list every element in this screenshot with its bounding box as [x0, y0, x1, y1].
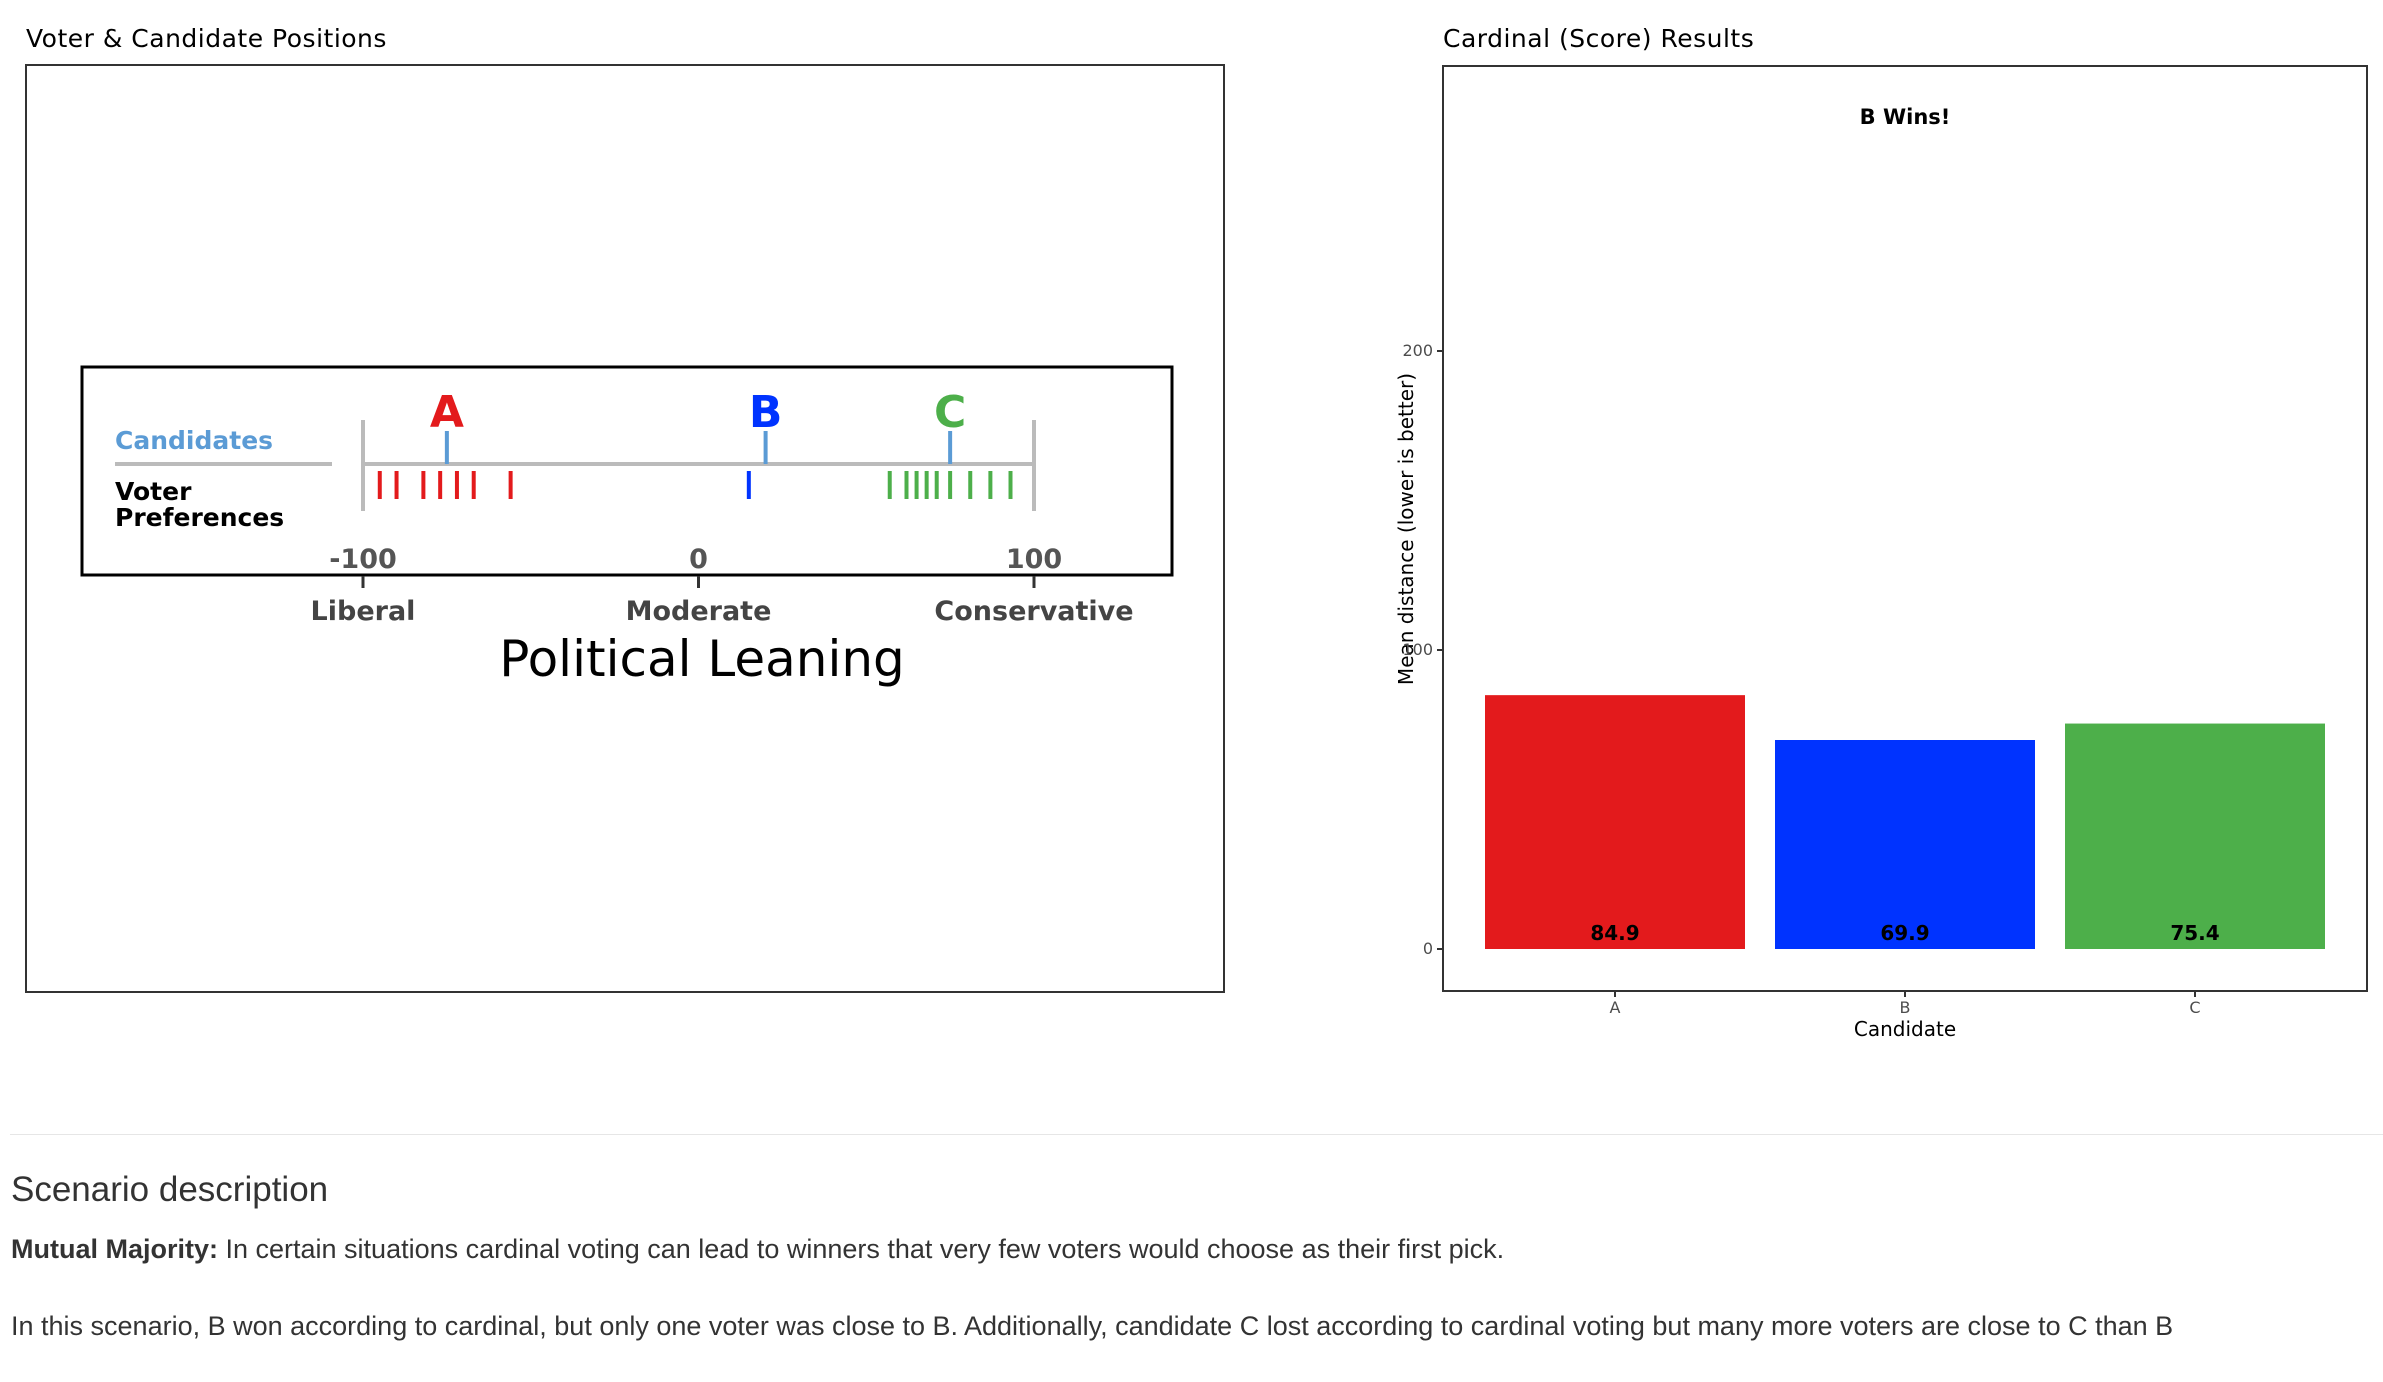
- bar-value-label: 69.9: [1880, 921, 1929, 945]
- axis-tick-label: -100: [329, 544, 397, 575]
- bars-layer: 0 100 200 84.9 A 69.9 B 75.4 C: [1402, 341, 2325, 1017]
- axis-region-label: Moderate: [626, 596, 772, 627]
- x-tick-label: B: [1900, 998, 1911, 1017]
- bar-B: [1775, 739, 2035, 949]
- positions-chart: Candidates Voter Preferences A B C -100 Libe…: [80, 365, 1174, 688]
- y-tick-label: 200: [1402, 341, 1433, 360]
- right-panel-title: Cardinal (Score) Results: [1443, 24, 1755, 53]
- scenario-lead: Mutual Majority: In certain situations c…: [11, 1234, 1504, 1265]
- candidate-label: C: [934, 387, 966, 438]
- left-panel-title: Voter & Candidate Positions: [26, 24, 387, 53]
- chart-title: B Wins!: [1860, 105, 1951, 129]
- scenario-detail: In this scenario, B won according to car…: [11, 1311, 2174, 1341]
- voter-row-label-line2: Preferences: [115, 503, 284, 532]
- scale-box: [80, 365, 1174, 577]
- candidate-label: A: [430, 387, 464, 438]
- candidate-label: B: [749, 387, 783, 438]
- axis-tick-label: 100: [1006, 544, 1062, 575]
- x-tick-label: A: [1610, 998, 1621, 1017]
- axis-tick-label: 0: [689, 544, 708, 575]
- scenario-lead-text: In certain situations cardinal voting ca…: [218, 1234, 1505, 1264]
- section-divider: [10, 1134, 2383, 1135]
- y-tick-label: 0: [1423, 939, 1433, 958]
- candidates-row-label: Candidates: [115, 426, 273, 455]
- bar-value-label: 84.9: [1590, 921, 1639, 945]
- voter-row-label-line1: Voter: [115, 477, 192, 506]
- axis-region-label: Liberal: [311, 596, 416, 627]
- bar-C: [2065, 723, 2325, 949]
- y-tick-label: 100: [1402, 640, 1433, 659]
- axis-region-label: Conservative: [934, 596, 1133, 627]
- x-axis-label: Candidate: [1854, 1017, 1956, 1041]
- scale-layer: A B C -100 Liberal 0 Moderate 100 Conservative: [311, 387, 1134, 627]
- x-tick-label: C: [2189, 998, 2200, 1017]
- scenario-lead-bold: Mutual Majority:: [11, 1234, 218, 1264]
- positions-panel: Candidates Voter Preferences A B C -100 Libe…: [25, 64, 1225, 993]
- scenario-heading: Scenario description: [11, 1170, 329, 1209]
- y-axis-label: Mean distance (lower is better): [1394, 373, 1418, 685]
- axis-title: Political Leaning: [499, 630, 905, 688]
- bar-A: [1485, 695, 1745, 949]
- results-chart: B Wins! Mean distance (lower is better) …: [1394, 65, 2368, 1041]
- bar-value-label: 75.4: [2170, 921, 2219, 945]
